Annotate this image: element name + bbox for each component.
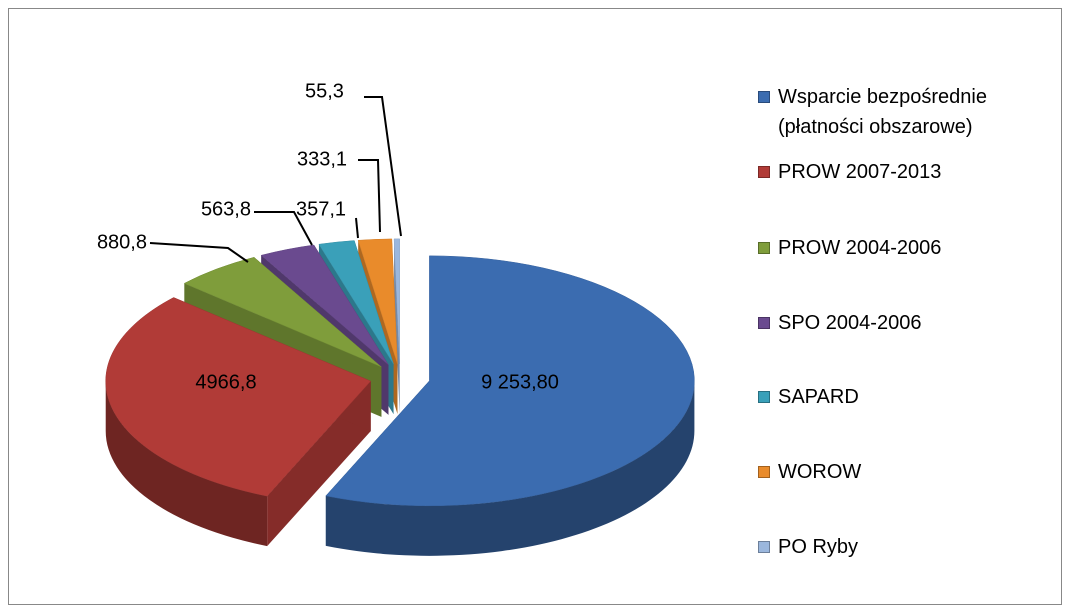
legend-swatch	[758, 317, 770, 329]
legend-swatch	[758, 466, 770, 478]
leader-line	[364, 96, 402, 237]
legend-entry: PROW 2007-2013	[758, 157, 1048, 187]
legend-label: PROW 2007-2013	[778, 161, 942, 183]
legend-entry: PO Ryby	[758, 532, 1048, 562]
legend-label: SPO 2004-2006	[778, 312, 922, 334]
legend-entry: PROW 2004-2006	[758, 233, 1048, 263]
legend-swatch	[758, 541, 770, 553]
legend-entry: Wsparcie bezpośrednie (płatności obszaro…	[758, 82, 1048, 142]
slice	[260, 244, 389, 366]
legend-label: SAPARD	[778, 386, 859, 408]
data-label: 333,1	[297, 148, 347, 170]
legend-entry: SAPARD	[758, 382, 1048, 412]
legend-label: PO Ryby	[778, 536, 859, 558]
slice	[325, 255, 695, 507]
data-label: 55,3	[305, 80, 344, 102]
legend-label: PROW 2004-2006	[778, 237, 942, 259]
legend-label: WOROW	[778, 461, 862, 483]
leader-line	[355, 217, 359, 239]
leader-line	[149, 242, 249, 263]
data-label: 880,8	[97, 231, 147, 253]
slice-wall	[325, 380, 695, 556]
leader-line	[254, 211, 313, 246]
slice	[183, 257, 382, 368]
legend-entry: WOROW	[758, 457, 1048, 487]
legend-entry: SPO 2004-2006	[758, 308, 1048, 338]
slice	[318, 240, 394, 365]
slice	[357, 238, 398, 364]
legend-swatch	[758, 242, 770, 254]
legend-label: Wsparcie bezpośrednie (płatności obszaro…	[778, 86, 987, 138]
data-label: 4966,8	[195, 371, 256, 393]
slice	[105, 297, 372, 497]
slice-side	[394, 238, 400, 414]
legend-swatch	[758, 391, 770, 403]
data-label: 9 253,80	[481, 371, 559, 393]
slice	[393, 238, 400, 364]
legend-swatch	[758, 166, 770, 178]
slice-wall	[105, 381, 268, 547]
legend-swatch	[758, 91, 770, 103]
data-label: 357,1	[296, 198, 346, 220]
data-label: 563,8	[201, 198, 251, 220]
slice-side	[267, 381, 371, 547]
leader-line	[358, 159, 381, 233]
